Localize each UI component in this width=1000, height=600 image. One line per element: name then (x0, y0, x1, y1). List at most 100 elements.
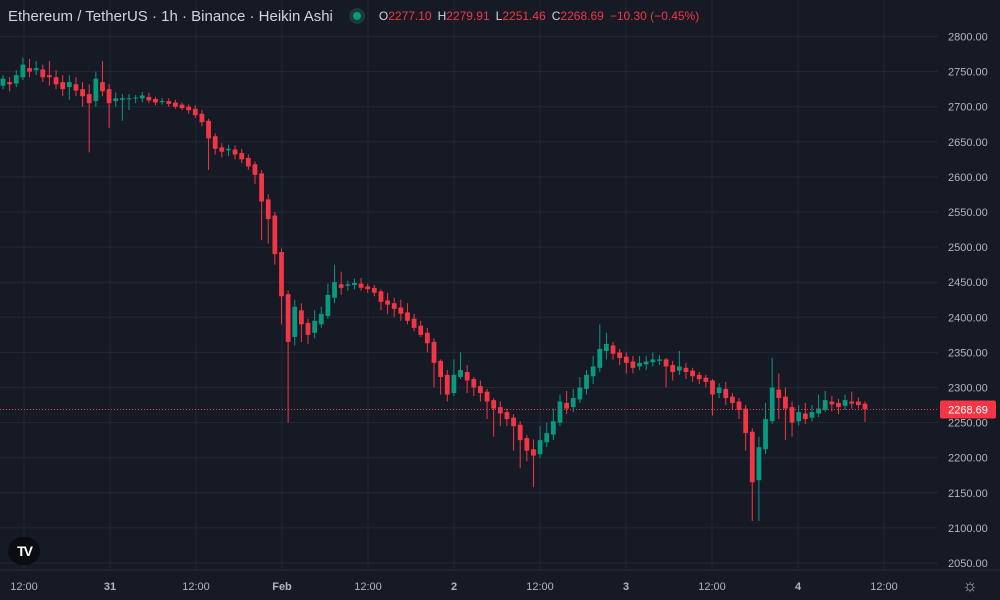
candle-body (252, 164, 258, 175)
last-price-label: 2268.69 (948, 404, 988, 416)
candle-body (93, 78, 99, 102)
candle-body (716, 387, 722, 394)
axes: 2800.00 2750.00 2700.00 2650.00 2600.00 2550.… (0, 32, 1000, 593)
price-tick-label: 2550.00 (948, 207, 988, 219)
candle-body (484, 391, 490, 402)
price-tick-label: 2150.00 (948, 488, 988, 500)
candle-body (232, 149, 238, 155)
candle-body (20, 64, 26, 78)
candle-body (192, 108, 198, 116)
time-tick-label: 12:00 (182, 581, 210, 593)
candle-body (862, 403, 868, 410)
candle-body (86, 94, 92, 104)
candle-body (458, 369, 463, 377)
price-tick-label: 2200.00 (948, 453, 988, 465)
candle-body (776, 389, 782, 399)
candle-body (424, 332, 430, 344)
candle-body (564, 402, 570, 409)
candle-body (365, 286, 371, 290)
candle-body (173, 102, 178, 107)
candle-body (491, 400, 497, 409)
candle-body (33, 68, 39, 71)
candle-body (663, 359, 669, 367)
candle-body (544, 433, 550, 443)
candle-body (0, 78, 6, 86)
candle-body (106, 89, 112, 104)
candle-body (259, 173, 264, 202)
price-tick-label: 2400.00 (948, 312, 988, 324)
time-tick-label: 12:00 (10, 581, 38, 593)
candle-body (206, 120, 211, 139)
candle-body (643, 361, 649, 365)
candle-body (245, 157, 251, 167)
candle-body (305, 322, 311, 335)
price-tick-label: 2450.00 (948, 277, 988, 289)
candle-body (623, 356, 629, 363)
candle-body (829, 401, 835, 405)
candle-body (66, 82, 72, 88)
candle-body (736, 401, 742, 410)
candle-body (696, 374, 702, 380)
candle-body (796, 412, 802, 422)
candle-body (557, 401, 563, 423)
candle-body (332, 282, 337, 298)
candle-body (73, 84, 79, 91)
time-tick-label: 12:00 (526, 581, 554, 593)
chart-header: Ethereum / TetherUS · 1h · Binance · Hei… (8, 5, 699, 27)
candle-body (703, 377, 709, 382)
price-tick-label: 2600.00 (948, 172, 988, 184)
candle-body (312, 320, 318, 333)
candle-body (405, 312, 410, 321)
ohlc-legend: O2277.10 H2279.91 L2251.46 C2268.69 −10.… (379, 9, 699, 23)
candle-body (743, 408, 749, 434)
candle-body (451, 374, 457, 394)
candle-body (159, 101, 165, 103)
candle-body (146, 96, 152, 101)
candle-body (318, 313, 324, 325)
open-value: 2277.10 (388, 9, 432, 23)
gear-icon[interactable]: ☼ (962, 576, 978, 595)
price-tick-label: 2050.00 (948, 558, 988, 570)
candle-body (338, 284, 344, 288)
last-price-badge (940, 400, 996, 419)
candle-body (139, 95, 145, 99)
candle-body (352, 282, 357, 286)
time-tick-label: 31 (104, 581, 116, 593)
candle-body (418, 325, 424, 335)
candle-body (537, 440, 543, 455)
candle-body (630, 361, 636, 368)
candle-body (40, 69, 46, 78)
close-value: 2268.69 (560, 9, 604, 23)
candle-body (836, 402, 841, 408)
time-tick-label: 2 (451, 581, 457, 593)
price-tick-label: 2100.00 (948, 523, 988, 535)
price-tick-label: 2650.00 (948, 137, 988, 149)
candle-body (710, 380, 715, 395)
candle-body (531, 449, 536, 456)
tradingview-logo-icon[interactable]: TV (8, 537, 40, 565)
candle-body (783, 396, 788, 409)
candle-body (683, 367, 689, 373)
candle-body (444, 374, 450, 395)
candle-body (80, 89, 85, 97)
candle-body (345, 284, 351, 286)
candle-body (650, 359, 656, 363)
candle-body (478, 386, 483, 394)
candle-body (358, 283, 364, 288)
live-dot-icon (348, 8, 365, 24)
candle-body (604, 343, 609, 351)
candles (0, 57, 868, 521)
symbol-title[interactable]: Ethereum / TetherUS · 1h · Binance · Hei… (8, 7, 333, 25)
candle-body (411, 318, 417, 328)
candle-body (285, 294, 291, 342)
candle-body (570, 398, 576, 408)
candle-body (690, 370, 695, 377)
candle-body (802, 413, 808, 420)
grid-lines (0, 0, 938, 570)
candle-body (239, 153, 245, 160)
candle-body (325, 294, 331, 316)
candle-body (670, 365, 676, 373)
candle-body (577, 387, 583, 400)
